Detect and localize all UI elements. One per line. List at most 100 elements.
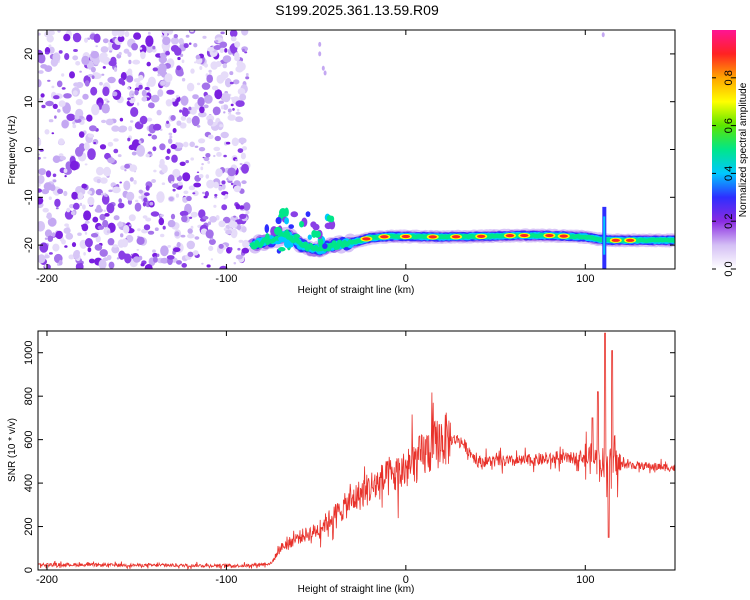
noise-blob [170,115,176,121]
noise-blob [144,86,150,91]
noise-blob [128,214,136,222]
noise-blob [166,148,171,154]
noise-blob [193,43,198,48]
noise-blob [223,216,231,224]
noise-blob [48,196,52,200]
noise-blob [175,193,179,198]
noise-blob [82,93,89,100]
noise-blob [38,183,41,187]
noise-blob [48,252,53,255]
noise-blob [87,247,92,253]
noise-blob [206,179,215,189]
noise-blob [38,79,42,88]
noise-blob [48,46,55,54]
noise-blob [187,228,193,234]
noise-blob [166,89,175,95]
noise-blob [142,201,147,207]
noise-blob [127,137,131,142]
noise-blob [104,213,110,217]
noise-blob [164,73,173,83]
noise-blob [141,96,148,102]
noise-blob [239,213,247,219]
noise-blob [207,221,212,226]
noise-blob [130,253,134,256]
noise-blob [129,164,138,172]
noise-blob [162,36,171,46]
band-blob [293,233,301,239]
band-blob [278,247,286,252]
noise-blob [165,99,173,107]
noise-blob [63,33,71,42]
noise-blob [213,146,221,152]
noise-blob [201,82,211,90]
noise-blob [233,185,241,193]
band-blob [284,207,289,217]
noise-blob [189,141,195,148]
noise-blob [47,79,51,82]
noise-blob [118,250,126,260]
noise-blob [38,97,44,102]
band-blob [312,223,320,231]
noise-blob [172,128,177,133]
noise-blob [120,72,127,81]
y-tick-label: -20 [23,237,35,253]
noise-blob [58,259,63,266]
noise-blob [321,65,325,71]
noise-blob [138,195,142,199]
band-hotspot [477,234,486,239]
noise-blob [213,45,222,50]
noise-blob [152,45,156,50]
noise-blob [167,174,175,184]
noise-blob [144,192,150,197]
noise-blob [133,180,137,185]
noise-blob [206,264,211,268]
noise-blob [139,115,148,125]
noise-blob [91,103,100,116]
noise-blob [44,51,50,55]
noise-blob [230,182,234,186]
noise-blob [106,100,110,103]
noise-blob [200,166,204,171]
noise-blob [159,214,164,217]
noise-blob [233,262,237,265]
noise-blob [108,189,113,193]
noise-blob [90,50,100,59]
noise-blob [228,112,232,115]
noise-blob [222,55,232,63]
noise-blob [66,207,71,213]
noise-blob [101,119,107,124]
noise-blob [239,205,245,210]
noise-blob [237,247,241,251]
noise-blob [204,63,208,68]
noise-blob [72,121,76,125]
noise-blob [84,238,93,248]
noise-blob [185,34,190,38]
noise-blob [40,93,45,98]
noise-blob [89,125,97,132]
noise-blob [218,220,226,228]
noise-blob [82,118,86,121]
noise-blob [143,224,151,231]
noise-blob [242,146,247,151]
noise-blob [161,164,168,174]
noise-blob [130,120,134,123]
noise-blob [124,163,130,169]
noise-blob [213,204,217,208]
noise-blob [140,51,146,60]
noise-blob [112,91,118,97]
colorbar-ticks: 0.0 0.2 0.4 0.6 0.8 [712,70,736,277]
noise-blob [182,172,191,182]
noise-blob [48,119,54,123]
noise-blob [215,39,219,43]
noise-blob [135,199,139,203]
noise-blob [99,81,103,86]
noise-blob [245,210,250,215]
noise-blob [99,144,107,150]
noise-blob [180,115,187,121]
noise-blob [190,157,194,161]
noise-blob [99,249,108,257]
noise-blob [235,158,238,162]
noise-blob [64,175,67,178]
band-blob [283,239,291,249]
noise-blob [124,253,132,264]
